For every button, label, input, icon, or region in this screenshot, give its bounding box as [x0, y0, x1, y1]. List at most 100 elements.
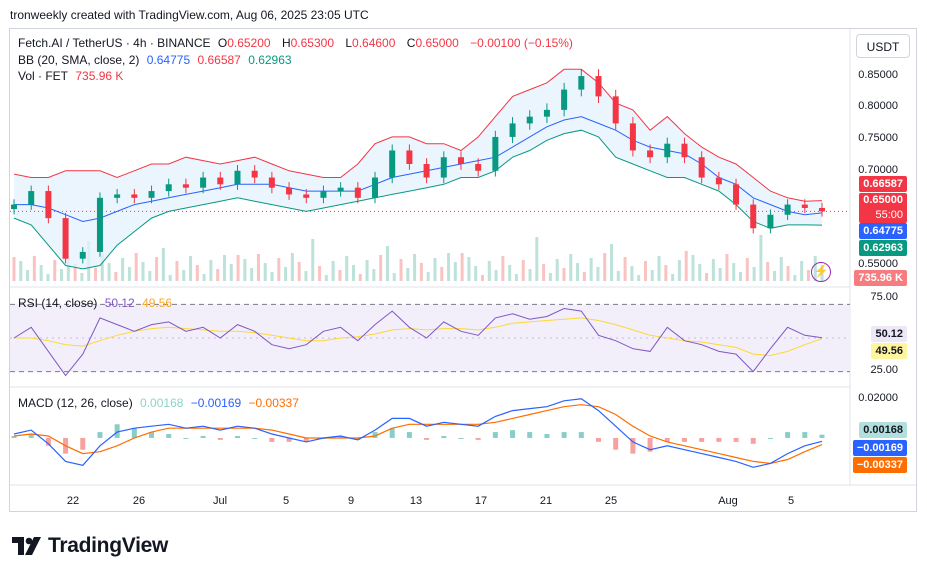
- volume-bar: [759, 235, 763, 281]
- candle-body: [337, 187, 344, 192]
- volume-bar: [263, 263, 267, 281]
- macd-histogram-bar: [510, 430, 516, 438]
- rsi-ma-value: 49.56: [142, 296, 173, 310]
- main-legend: Fetch.AI / TetherUS · 4h · BINANCE O0.65…: [18, 36, 577, 50]
- volume-bar: [650, 270, 654, 281]
- volume-bar: [114, 272, 118, 281]
- last-price: 0.65000: [863, 194, 903, 206]
- candle-body: [234, 170, 241, 185]
- volume-bar: [779, 257, 783, 281]
- candle-body: [715, 177, 722, 185]
- volume-bar: [209, 260, 213, 281]
- volume-bar: [270, 272, 274, 281]
- macd-histogram-bar: [28, 434, 34, 438]
- candle-body: [406, 150, 413, 164]
- volume-bar: [127, 267, 131, 281]
- macd-histogram-bar: [527, 432, 533, 438]
- volume-bar: [216, 269, 220, 281]
- volume-bar: [555, 259, 559, 281]
- rsi-tick-label: 25.00: [870, 364, 898, 376]
- volume-bar: [725, 254, 729, 281]
- candle-body: [647, 150, 654, 158]
- volume-bar: [467, 257, 471, 281]
- candle-body: [698, 157, 705, 178]
- volume-bar: [141, 262, 145, 281]
- volume-bar: [589, 258, 593, 281]
- macd-histogram-bar: [544, 434, 550, 438]
- candle-body: [578, 76, 585, 90]
- volume-bar: [521, 260, 525, 281]
- macd-legend[interactable]: MACD (12, 26, close) 0.00168 −0.00169 −0…: [18, 396, 303, 410]
- volume-bar: [691, 255, 695, 281]
- chart-canvas[interactable]: [10, 29, 917, 512]
- volume-bar: [711, 259, 715, 281]
- volume-bar: [684, 251, 688, 281]
- volume-bar: [365, 260, 369, 281]
- tradingview-logo[interactable]: TradingView: [12, 534, 168, 558]
- volume-bar: [243, 259, 247, 281]
- rsi-ma-badge: 49.56: [871, 343, 907, 359]
- volume-bar: [603, 253, 607, 281]
- macd-signal-line: [13, 404, 823, 465]
- rsi-tick-label: 75.00: [870, 291, 898, 303]
- macd-histogram-bar: [114, 424, 120, 438]
- rsi-legend[interactable]: RSI (14, close) 50.12 49.56: [18, 296, 176, 310]
- volume-bar: [250, 268, 254, 281]
- candle-body: [457, 157, 464, 164]
- volume-bar: [494, 270, 498, 281]
- volume-legend[interactable]: Vol · FET 735.96 K: [18, 69, 127, 83]
- macd-histogram-bar: [785, 432, 791, 438]
- volume-badge: 735.96 K: [854, 270, 907, 286]
- macd-histogram-bar: [475, 437, 481, 440]
- macd-histogram-bar: [149, 432, 155, 438]
- macd-line: [13, 398, 823, 468]
- high-label: H: [281, 36, 291, 50]
- candle-body: [664, 143, 671, 158]
- volume-bar: [800, 261, 804, 281]
- volume-bar: [73, 264, 77, 281]
- volume-bar: [202, 274, 206, 281]
- lightning-alert-icon[interactable]: ⚡: [811, 262, 831, 282]
- bb-legend[interactable]: BB (20, SMA, close, 2) 0.64775 0.66587 0…: [18, 53, 296, 67]
- candle-body: [733, 184, 740, 205]
- time-tick-label: 5: [787, 495, 795, 507]
- volume-bar: [100, 254, 104, 281]
- volume-bar: [297, 262, 301, 281]
- macd-histogram-bar: [45, 437, 51, 446]
- high-value: 0.65300: [290, 36, 334, 50]
- volume-bar: [698, 264, 702, 281]
- macd-histogram-bar: [80, 437, 86, 450]
- volume-bar: [739, 272, 743, 281]
- macd-histogram-bar: [11, 436, 17, 438]
- volume-bar: [786, 266, 790, 281]
- volume-bar: [453, 262, 457, 281]
- symbol-title[interactable]: Fetch.AI / TetherUS · 4h · BINANCE: [18, 36, 211, 50]
- quote-currency-button[interactable]: USDT: [856, 34, 910, 58]
- price-tick-label: 0.85000: [858, 69, 898, 81]
- candle-body: [767, 214, 774, 229]
- volume-bar: [39, 265, 43, 281]
- candle-body: [509, 123, 516, 137]
- volume-bar: [535, 237, 539, 281]
- volume-bar: [392, 273, 396, 281]
- volume-bar: [46, 274, 50, 281]
- candle-body: [801, 204, 808, 208]
- candle-body: [389, 150, 396, 178]
- candle-body: [561, 89, 568, 110]
- rsi-line: [13, 307, 823, 377]
- macd-histogram-bar: [647, 437, 653, 452]
- price-tick-label: 0.55000: [858, 258, 898, 270]
- macd-histogram-bar: [183, 437, 189, 439]
- volume-bar: [236, 255, 240, 281]
- volume-bar: [19, 261, 23, 281]
- volume-bar: [406, 268, 410, 281]
- volume-bar: [277, 258, 281, 281]
- time-tick-label: 5: [282, 495, 290, 507]
- volume-bar: [643, 261, 647, 281]
- price-badge: 0.65000 55:00: [859, 193, 907, 223]
- volume-bar: [324, 275, 328, 281]
- chart-frame[interactable]: Fetch.AI / TetherUS · 4h · BINANCE O0.65…: [9, 28, 917, 512]
- volume-bar: [793, 275, 797, 281]
- volume-bar: [766, 262, 770, 281]
- close-value: 0.65000: [415, 36, 459, 50]
